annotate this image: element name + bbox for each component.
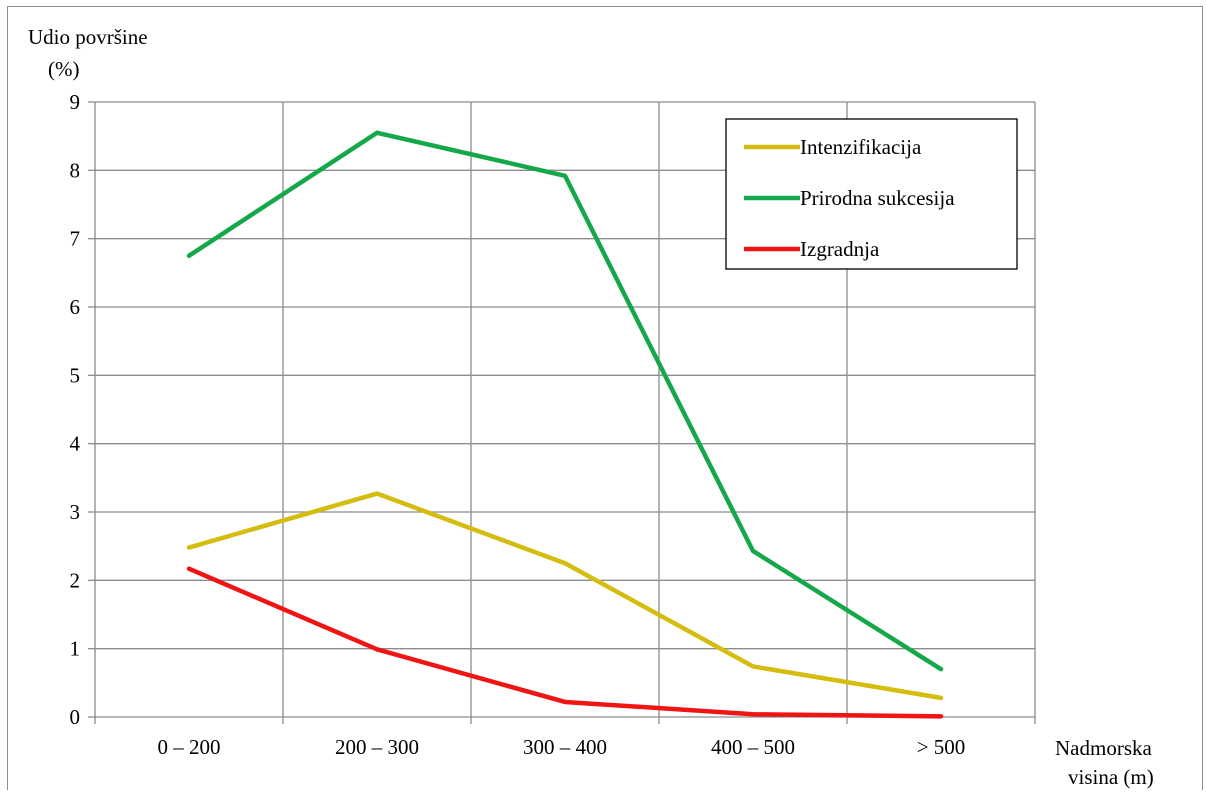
legend-label: Izgradnja	[800, 237, 880, 261]
series-line	[186, 491, 944, 701]
y-axis-label-line1: Udio površine	[28, 25, 148, 49]
series-line	[186, 566, 944, 719]
x-axis-label-line2: visina (m)	[1068, 765, 1154, 789]
x-tick-label: 200 – 300	[335, 735, 419, 759]
x-tick-label: 400 – 500	[711, 735, 795, 759]
series-line	[186, 130, 944, 672]
y-tick-label: 5	[70, 363, 81, 387]
grid-lines	[88, 101, 1036, 724]
y-tick-label: 8	[70, 158, 81, 182]
y-tick-label: 0	[70, 705, 81, 729]
legend-label: Intenzifikacija	[800, 135, 922, 159]
y-tick-label: 6	[70, 295, 81, 319]
y-axis-label-line2: (%)	[48, 57, 79, 81]
x-axis-label-line1: Nadmorska	[1055, 736, 1152, 760]
series-lines	[186, 130, 944, 719]
legend: Intenzifikacija Prirodna sukcesija Izgradn…	[725, 118, 1018, 270]
y-tick-label: 1	[70, 637, 81, 661]
y-tick-label: 4	[70, 432, 81, 456]
chart-frame	[7, 6, 1203, 790]
y-tick-label: 2	[70, 568, 81, 592]
y-tick-label: 3	[70, 500, 81, 524]
y-tick-labels: 0 1 2 3 4 5 6 7 8 9	[70, 90, 81, 729]
x-tick-labels: 0 – 200 200 – 300 300 – 400 400 – 500 > 500	[158, 735, 966, 759]
x-tick-label: 0 – 200	[158, 735, 221, 759]
y-tick-label: 7	[70, 227, 81, 251]
x-tick-label: 300 – 400	[523, 735, 607, 759]
legend-label: Prirodna sukcesija	[800, 186, 955, 210]
x-tick-label: > 500	[917, 735, 966, 759]
y-tick-label: 9	[70, 90, 81, 114]
legend-box	[725, 118, 1018, 270]
